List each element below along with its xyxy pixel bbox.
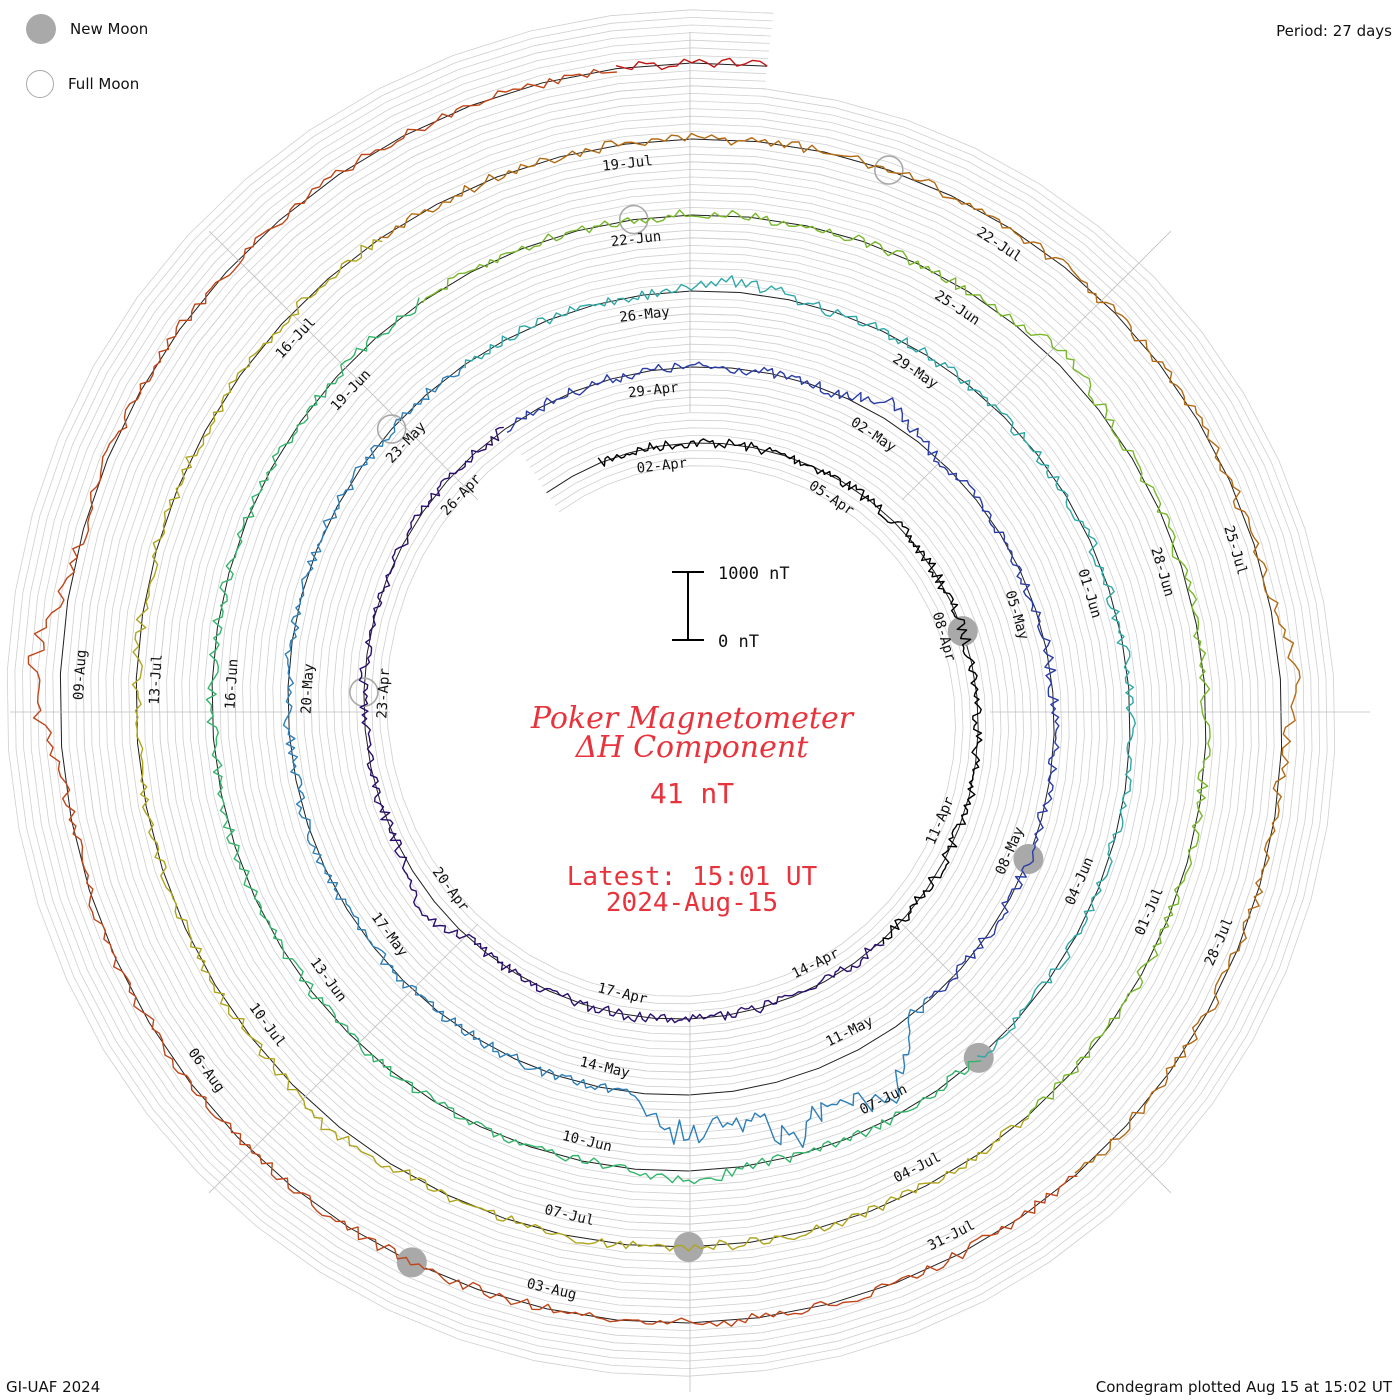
- date-label: 09-Aug: [71, 649, 90, 700]
- spiral-guide: [82, 85, 1260, 1301]
- current-value: 41 nT: [650, 777, 734, 810]
- data-series-line-5: [205, 297, 982, 1185]
- date-label: 19-Jul: [601, 153, 653, 175]
- chart-title-line1: Poker Magnetometer: [530, 701, 855, 736]
- date-label: 17-Apr: [596, 980, 649, 1007]
- date-label: 10-Jun: [561, 1128, 614, 1155]
- legend-new-moon-label: New Moon: [70, 20, 149, 38]
- spiral-guide: [22, 24, 1321, 1362]
- center-annotation: 1000 nT 0 nT Poker Magnetometer ΔH Compo…: [530, 564, 855, 918]
- new-moon-marker: [673, 1232, 704, 1263]
- data-series-line-6: [421, 209, 1211, 1118]
- data-series-line-8: [379, 132, 1301, 1174]
- spiral-guide: [6, 9, 1336, 1377]
- date-label: 25-Jul: [1220, 524, 1250, 577]
- data-series-line-10: [615, 57, 768, 71]
- chart-title-line2: ΔH Component: [575, 730, 809, 765]
- spiral-guide: [14, 16, 1328, 1370]
- date-label: 04-Jul: [891, 1149, 943, 1186]
- data-series-line-3: [282, 365, 929, 1149]
- radial-spoke: [208, 923, 479, 1194]
- latest-date: 2024-Aug-15: [606, 888, 778, 918]
- data-series-line-1: [358, 426, 885, 1024]
- radial-spoke: [901, 923, 1172, 1194]
- full-moon-icon: [26, 70, 54, 98]
- radial-spoke: [901, 230, 1172, 501]
- series-layer: [27, 57, 1301, 1327]
- date-label: 11-Apr: [923, 794, 958, 847]
- footer-plotted: Condegram plotted Aug 15 at 15:02 UT: [1095, 1378, 1392, 1396]
- full-moon-marker: [618, 204, 649, 235]
- legend-full-moon: Full Moon: [26, 70, 139, 98]
- date-label: 14-May: [578, 1054, 631, 1081]
- date-label: 01-Jul: [1132, 885, 1167, 938]
- date-label: 02-May: [848, 414, 899, 455]
- latest-time: Latest: 15:01 UT: [567, 862, 818, 892]
- date-label: 16-Jun: [223, 658, 242, 709]
- new-moon-icon: [26, 14, 56, 44]
- full-moon-marker: [874, 155, 904, 185]
- date-label: 02-Apr: [636, 455, 688, 477]
- date-label: 22-Jun: [610, 229, 662, 251]
- new-moon-marker: [1013, 844, 1044, 875]
- date-label: 01-Jun: [1074, 567, 1104, 620]
- date-label: 29-Apr: [627, 380, 679, 402]
- legend-full-moon-label: Full Moon: [68, 75, 140, 93]
- full-moon-marker: [376, 414, 407, 444]
- data-series-line-0: [597, 438, 983, 945]
- date-label: 11-May: [823, 1013, 875, 1050]
- date-label: 28-Jul: [1202, 916, 1237, 969]
- date-label: 31-Jul: [925, 1217, 977, 1254]
- date-label: 03-Aug: [525, 1276, 578, 1303]
- new-moon-marker: [963, 1042, 994, 1073]
- date-label: 13-Jul: [147, 654, 166, 705]
- period-label: Period: 27 days: [1276, 22, 1392, 40]
- date-label: 26-May: [619, 304, 671, 326]
- spiral-guide: [67, 70, 1275, 1316]
- new-moon-marker: [396, 1247, 427, 1278]
- date-label: 20-May: [298, 663, 317, 714]
- legend-new-moon: New Moon: [26, 14, 148, 44]
- data-series-line-4: [464, 275, 1136, 1058]
- data-series-line-2: [506, 361, 1060, 999]
- date-label: 07-Jul: [543, 1202, 596, 1229]
- data-series-line-9: [27, 68, 1078, 1327]
- spiral-guide: [37, 39, 1305, 1347]
- date-label: 23-Apr: [374, 668, 393, 719]
- spiral-guide: [44, 47, 1298, 1339]
- scale-bar-top-label: 1000 nT: [718, 564, 790, 584]
- spiral-guide: [52, 54, 1290, 1332]
- scale-bar-bottom-label: 0 nT: [718, 632, 759, 652]
- footer-credit: GI-UAF 2024: [6, 1378, 101, 1396]
- radial-spoke: [208, 230, 479, 501]
- spiral-guide: [29, 32, 1313, 1354]
- data-series-line-7: [131, 239, 1030, 1252]
- spiral-guide: [75, 77, 1267, 1309]
